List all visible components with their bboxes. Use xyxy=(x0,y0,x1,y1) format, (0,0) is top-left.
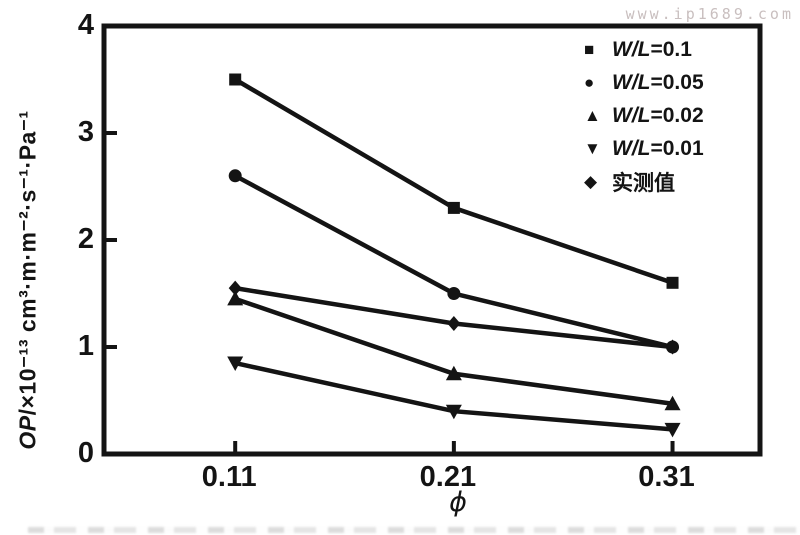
data-point-diamond xyxy=(228,280,242,296)
data-point-triangle-up xyxy=(445,365,462,381)
data-point-diamond xyxy=(666,339,680,355)
legend-label-value: =0.1 xyxy=(650,37,692,61)
diamond-icon: ◆ xyxy=(584,172,598,191)
legend-item: ■ W/L=0.1 xyxy=(584,33,704,66)
y-axis-title-units: /×10⁻¹³ cm³·m·m⁻²·s⁻¹·Pa⁻¹ xyxy=(14,110,41,416)
data-point-circle xyxy=(228,169,242,183)
x-tick-label: 0.11 xyxy=(201,461,257,493)
scan-artifact-line xyxy=(28,527,800,533)
x-axis-title: ϕ xyxy=(449,487,467,518)
data-point-square xyxy=(666,276,679,289)
legend-label: W/L=0.01 xyxy=(612,137,704,161)
y-tick-label: 3 xyxy=(77,115,94,148)
data-point-diamond xyxy=(447,315,461,331)
legend-item: ● W/L=0.05 xyxy=(584,66,704,99)
x-tick-label: 0.21 xyxy=(419,461,477,493)
legend-label: 实测值 xyxy=(612,167,675,197)
legend-label-value: =0.05 xyxy=(650,70,704,94)
triangle-down-icon: ▼ xyxy=(584,139,601,158)
legend-label-value: 实测值 xyxy=(612,171,675,195)
circle-icon: ● xyxy=(584,73,595,92)
legend-label-ratio: W/L xyxy=(612,70,651,94)
data-point-triangle-up xyxy=(664,395,681,411)
legend-item: ◆ 实测值 xyxy=(584,165,704,198)
data-point-square xyxy=(447,201,460,214)
y-tick-label: 2 xyxy=(77,222,94,255)
axes-frame xyxy=(101,23,763,457)
data-point-triangle-up xyxy=(227,290,244,306)
legend-label-value: =0.01 xyxy=(650,136,704,160)
legend-item: ▼ W/L=0.01 xyxy=(584,132,704,165)
legend-label-value: =0.02 xyxy=(650,103,704,127)
legend: ■ W/L=0.1 ● W/L=0.05 ▲ W/L=0.02 ▼ W/L=0.01 ◆ 实测值 xyxy=(584,33,704,198)
y-tick-label: 0 xyxy=(77,436,94,469)
legend-label: W/L=0.02 xyxy=(612,104,704,128)
legend-label-ratio: W/L xyxy=(612,136,651,160)
data-point-triangle-down xyxy=(664,422,681,438)
data-point-circle xyxy=(447,287,461,300)
data-point-triangle-down xyxy=(227,356,244,372)
legend-label: W/L=0.05 xyxy=(612,71,704,95)
series-line-triangle-up xyxy=(232,296,675,406)
y-axis-title: OP/×10⁻¹³ cm³·m·m⁻²·s⁻¹·Pa⁻¹ xyxy=(15,110,42,449)
data-point-triangle-down xyxy=(445,404,462,420)
legend-item: ▲ W/L=0.02 xyxy=(584,99,704,132)
x-tick-label: 0.31 xyxy=(638,461,695,493)
triangle-up-icon: ▲ xyxy=(584,106,601,125)
y-tick-label: 4 xyxy=(77,8,94,41)
data-point-square xyxy=(229,73,242,86)
watermark-text: www.ip1689.com xyxy=(625,5,794,23)
y-tick-label: 1 xyxy=(77,329,94,362)
square-icon: ■ xyxy=(584,40,595,59)
legend-label: W/L=0.1 xyxy=(612,38,692,62)
legend-label-ratio: W/L xyxy=(612,103,651,127)
legend-label-ratio: W/L xyxy=(612,37,651,61)
